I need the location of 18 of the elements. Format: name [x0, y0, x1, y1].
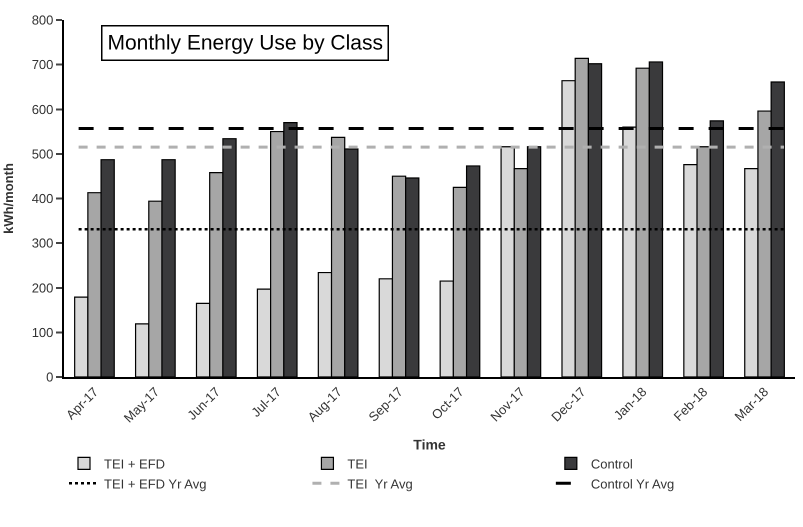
y-tick-label: 800	[32, 12, 54, 28]
legend-label: Control Yr Avg	[590, 476, 674, 492]
y-tick-label: 600	[32, 102, 54, 117]
y-tick-label: 100	[32, 324, 54, 340]
y-axis-title: kWh/month	[1, 163, 16, 234]
legend-label: Control	[590, 456, 633, 472]
legend-label: TEI Yr Avg	[347, 476, 413, 492]
x-axis-title: Time	[413, 436, 446, 452]
y-tick-label: 400	[32, 191, 54, 206]
y-tick-label: 500	[32, 146, 54, 162]
legend-label: TEI + EFD	[104, 456, 166, 472]
y-tick-label: 700	[32, 57, 54, 72]
legend-label: TEI + EFD Yr Avg	[104, 476, 206, 492]
y-tick-label: 200	[32, 280, 54, 296]
text: Monthly Energy Use by Class	[108, 32, 383, 54]
y-tick-label: 300	[32, 236, 54, 251]
y-tick-label: 0	[46, 370, 54, 385]
legend-label: TEI	[347, 456, 368, 472]
